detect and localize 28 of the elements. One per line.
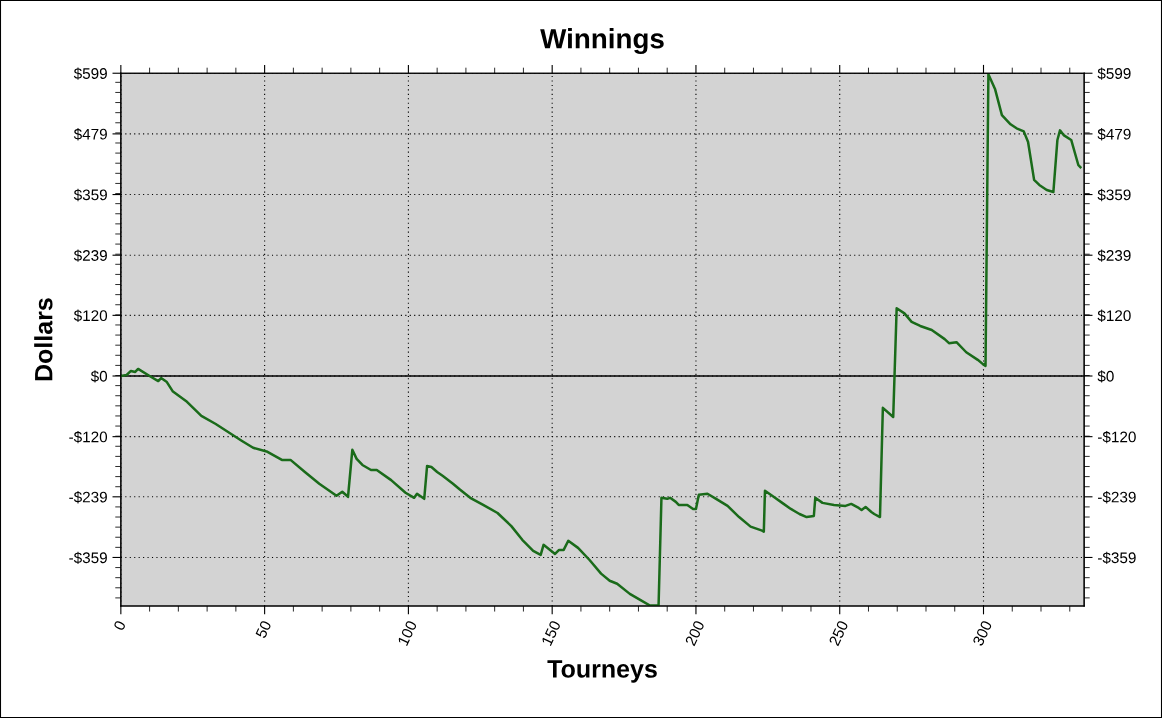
x-tick-label: 250	[828, 619, 849, 647]
y-tick-label: -$359	[69, 551, 107, 565]
chart-title: Winnings	[540, 28, 664, 55]
y-tick-label: $120	[73, 309, 108, 322]
y-tick-label: -$239	[69, 491, 107, 504]
x-tick-label: 0	[113, 619, 127, 632]
y-axis-title: Dollars	[34, 298, 53, 381]
y2-tick-label: $120	[1097, 309, 1131, 322]
y2-tick-label: -$120	[1098, 430, 1136, 444]
y2-tick-label: $239	[1097, 249, 1131, 262]
y2-tick-label: $359	[1097, 188, 1131, 202]
y2-tick-label: -$239	[1098, 491, 1136, 504]
y2-tick-label: $0	[1097, 370, 1114, 383]
y2-tick-label: -$359	[1098, 551, 1136, 565]
y-tick-label: $239	[73, 249, 107, 262]
y-tick-label: -$120	[69, 430, 108, 444]
y-tick-label: $599	[73, 67, 107, 80]
x-tick-label: 50	[255, 619, 272, 639]
y-tick-label: $479	[73, 128, 107, 141]
y-tick-label: $0	[90, 370, 108, 383]
x-tick-label: 300	[972, 619, 993, 647]
x-tick-label: 100	[397, 619, 418, 646]
x-tick-label: 200	[684, 619, 705, 647]
y2-tick-label: $479	[1097, 128, 1131, 141]
y-tick-label: $359	[73, 188, 107, 202]
x-axis-title: Tourneys	[547, 660, 657, 683]
x-tick-label: 150	[541, 619, 562, 646]
y2-tick-label: $599	[1097, 67, 1131, 80]
